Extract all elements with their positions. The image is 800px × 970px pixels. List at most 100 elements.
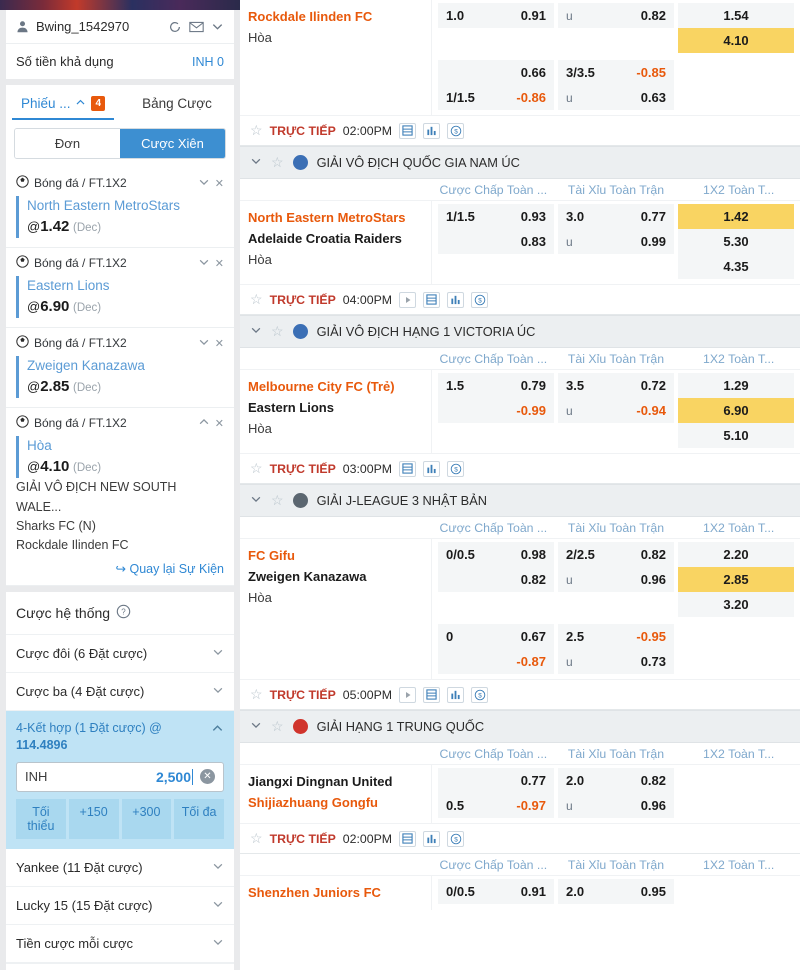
list-icon[interactable] xyxy=(423,686,441,703)
odds-cell-1x2[interactable]: 6.90 xyxy=(678,398,794,423)
quick-stake-button[interactable]: +300 xyxy=(121,798,172,839)
odds-cell[interactable]: 2.5 -0.95 xyxy=(558,624,674,649)
chevron-down-icon[interactable] xyxy=(212,684,224,699)
favorite-star-icon[interactable]: ☆ xyxy=(271,492,284,508)
odds-cell-1x2[interactable]: 2.85 xyxy=(678,567,794,592)
slip-team[interactable]: Hòa xyxy=(27,438,52,454)
odds-cell[interactable]: 0.77 xyxy=(438,768,554,793)
odds-cell[interactable]: u 0.63 xyxy=(558,85,674,110)
cashout-icon[interactable]: $ xyxy=(447,460,465,477)
favorite-star-icon[interactable]: ☆ xyxy=(250,122,263,138)
stats-icon[interactable] xyxy=(423,460,441,477)
odds-cell-1x2[interactable]: 4.35 xyxy=(678,254,794,279)
team-name[interactable]: Shijiazhuang Gongfu xyxy=(248,795,378,811)
column-header-2[interactable]: 1X2 Toàn T... xyxy=(703,352,775,366)
favorite-star-icon[interactable]: ☆ xyxy=(250,291,263,307)
account-row[interactable]: Bwing_1542970 xyxy=(6,10,234,44)
slip-remove-icon[interactable]: ✕ xyxy=(214,257,224,270)
odds-cell[interactable]: 1/1.5 -0.86 xyxy=(438,85,554,110)
odds-cell[interactable]: 3/3.5 -0.85 xyxy=(558,60,674,85)
slip-remove-icon[interactable]: ✕ xyxy=(214,177,224,190)
system-row[interactable]: Tiền cược mỗi cược xyxy=(6,924,234,963)
system-row[interactable]: Cược ba (4 Đặt cược) xyxy=(6,672,234,711)
column-header-0[interactable]: Cược Chấp Toàn ... xyxy=(439,858,548,872)
league-collapse-icon[interactable] xyxy=(250,493,262,508)
column-header-0[interactable]: Cược Chấp Toàn ... xyxy=(439,352,548,366)
favorite-star-icon[interactable]: ☆ xyxy=(271,718,284,734)
odds-cell[interactable]: 0.82 xyxy=(438,567,554,592)
refresh-icon[interactable] xyxy=(168,20,182,34)
odds-cell-1x2[interactable]: 1.42 xyxy=(678,204,794,229)
team-name[interactable]: North Eastern MetroStars xyxy=(248,210,406,225)
odds-cell-1x2[interactable]: 4.10 xyxy=(678,28,794,53)
odds-cell[interactable]: u 0.99 xyxy=(558,229,674,254)
quick-stake-button[interactable]: Tối thiểu xyxy=(16,798,66,839)
column-header-1[interactable]: Tài Xỉu Toàn Trận xyxy=(567,183,665,197)
column-header-2[interactable]: 1X2 Toàn T... xyxy=(703,183,775,197)
odds-cell[interactable]: 1/1.5 0.93 xyxy=(438,204,554,229)
league-header[interactable]: ☆ GIẢI J-LEAGUE 3 NHẬT BẢN xyxy=(240,484,800,517)
list-icon[interactable] xyxy=(399,830,417,847)
team-name[interactable]: Melbourne City FC (Trẻ) xyxy=(248,379,395,394)
column-header-2[interactable]: 1X2 Toàn T... xyxy=(703,747,775,761)
odds-cell[interactable]: 3.0 0.77 xyxy=(558,204,674,229)
cashout-icon[interactable]: $ xyxy=(447,830,465,847)
odds-cell-1x2[interactable]: 1.29 xyxy=(678,373,794,398)
team-name[interactable]: Shenzhen Juniors FC xyxy=(248,885,381,900)
system-row[interactable]: Cược đôi (6 Đặt cược) xyxy=(6,634,234,673)
odds-cell[interactable]: 0.5 -0.97 xyxy=(438,793,554,818)
slip-collapse-icon[interactable] xyxy=(198,336,210,351)
list-icon[interactable] xyxy=(399,122,417,139)
odds-cell[interactable]: u 0.82 xyxy=(558,3,674,28)
segment-don[interactable]: Đơn xyxy=(15,129,120,158)
stake-input-wrap[interactable]: INH 2,500 ✕ xyxy=(16,761,224,792)
odds-cell[interactable]: 1.5 0.79 xyxy=(438,373,554,398)
system-row[interactable]: Lucky 15 (15 Đặt cược) xyxy=(6,886,234,925)
team-name[interactable]: Zweigen Kanazawa xyxy=(248,569,367,585)
list-icon[interactable] xyxy=(423,291,441,308)
chevron-down-icon[interactable] xyxy=(212,898,224,913)
chevron-down-icon[interactable] xyxy=(211,20,224,33)
tab-phieu-cuoc[interactable]: Phiếu ... 4 xyxy=(6,85,120,120)
odds-cell[interactable]: 2/2.5 0.82 xyxy=(558,542,674,567)
stats-icon[interactable] xyxy=(447,291,465,308)
active-combo-header[interactable]: 4-Kết hợp (1 Đặt cược) @ 114.4896 xyxy=(6,710,234,756)
odds-cell[interactable]: 0/0.5 0.98 xyxy=(438,542,554,567)
league-collapse-icon[interactable] xyxy=(250,719,262,734)
quick-stake-button[interactable]: +150 xyxy=(68,798,119,839)
slip-collapse-icon[interactable] xyxy=(198,256,210,271)
mail-icon[interactable] xyxy=(189,20,204,34)
odds-cell[interactable]: 1.0 0.91 xyxy=(438,3,554,28)
slip-team[interactable]: Eastern Lions xyxy=(27,278,110,294)
back-to-event-link[interactable]: ↪ Quay lại Sự Kiện xyxy=(115,561,224,576)
odds-cell[interactable]: u 0.96 xyxy=(558,793,674,818)
slip-team[interactable]: North Eastern MetroStars xyxy=(27,198,181,213)
odds-cell[interactable]: 0 0.67 xyxy=(438,624,554,649)
odds-cell[interactable]: 0.66 xyxy=(438,60,554,85)
stats-icon[interactable] xyxy=(423,122,441,139)
odds-cell[interactable]: 3.5 0.72 xyxy=(558,373,674,398)
league-header[interactable]: ☆ GIẢI HẠNG 1 TRUNG QUỐC xyxy=(240,710,800,743)
chevron-down-icon[interactable] xyxy=(212,860,224,875)
column-header-1[interactable]: Tài Xỉu Toàn Trận xyxy=(567,521,665,535)
team-name[interactable]: Eastern Lions xyxy=(248,400,334,416)
team-name[interactable]: FC Gifu xyxy=(248,548,295,563)
favorite-star-icon[interactable]: ☆ xyxy=(250,830,263,846)
column-header-0[interactable]: Cược Chấp Toàn ... xyxy=(439,521,548,535)
cashout-icon[interactable]: $ xyxy=(471,291,489,308)
odds-cell-1x2[interactable]: 3.20 xyxy=(678,592,794,617)
column-header-1[interactable]: Tài Xỉu Toàn Trận xyxy=(567,858,665,872)
segment-cuoc-xien[interactable]: Cược Xiên xyxy=(120,129,225,158)
help-circle-icon[interactable]: ? xyxy=(116,604,131,622)
team-name[interactable]: Adelaide Croatia Raiders xyxy=(248,231,402,247)
chevron-up-icon-combo[interactable] xyxy=(211,720,224,738)
slip-remove-icon[interactable]: ✕ xyxy=(214,417,224,430)
chevron-down-icon[interactable] xyxy=(212,646,224,661)
odds-cell-1x2[interactable]: 1.54 xyxy=(678,3,794,28)
tab-bang-cuoc[interactable]: Bảng Cược xyxy=(120,85,234,120)
odds-cell[interactable]: -0.87 xyxy=(438,649,554,674)
league-header[interactable]: ☆ GIẢI VÔ ĐỊCH QUỐC GIA NAM ÚC xyxy=(240,146,800,179)
play-video-icon[interactable] xyxy=(399,686,417,703)
quick-stake-button[interactable]: Tối đa xyxy=(174,798,224,839)
odds-cell[interactable]: 0.83 xyxy=(438,229,554,254)
